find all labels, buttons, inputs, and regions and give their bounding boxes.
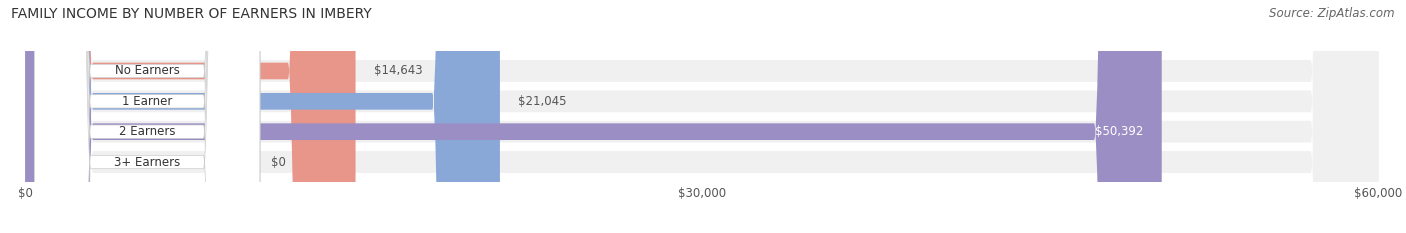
Text: $50,392: $50,392 <box>1095 125 1143 138</box>
Text: 1 Earner: 1 Earner <box>122 95 173 108</box>
FancyBboxPatch shape <box>34 0 260 233</box>
Text: 2 Earners: 2 Earners <box>120 125 176 138</box>
FancyBboxPatch shape <box>25 0 501 233</box>
Text: $21,045: $21,045 <box>517 95 567 108</box>
Text: No Earners: No Earners <box>115 65 180 78</box>
Text: Source: ZipAtlas.com: Source: ZipAtlas.com <box>1270 7 1395 20</box>
FancyBboxPatch shape <box>25 0 1378 233</box>
Text: FAMILY INCOME BY NUMBER OF EARNERS IN IMBERY: FAMILY INCOME BY NUMBER OF EARNERS IN IM… <box>11 7 373 21</box>
FancyBboxPatch shape <box>34 0 260 233</box>
FancyBboxPatch shape <box>25 0 1378 233</box>
FancyBboxPatch shape <box>25 0 356 233</box>
FancyBboxPatch shape <box>34 0 260 233</box>
FancyBboxPatch shape <box>25 0 1161 233</box>
FancyBboxPatch shape <box>34 0 260 233</box>
Text: $0: $0 <box>271 155 285 168</box>
FancyBboxPatch shape <box>25 0 1378 233</box>
Text: $14,643: $14,643 <box>374 65 422 78</box>
Text: 3+ Earners: 3+ Earners <box>114 155 180 168</box>
FancyBboxPatch shape <box>25 0 1378 233</box>
